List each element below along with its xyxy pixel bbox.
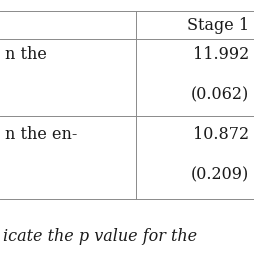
Text: n the en-: n the en- xyxy=(5,126,77,143)
Text: Stage 1: Stage 1 xyxy=(187,17,249,34)
Text: (0.062): (0.062) xyxy=(191,87,249,104)
Text: icate the p value for the: icate the p value for the xyxy=(3,228,197,245)
Text: n the: n the xyxy=(5,46,52,63)
Text: (0.209): (0.209) xyxy=(191,167,249,184)
Text: 10.872: 10.872 xyxy=(193,126,249,143)
Text: 11.992: 11.992 xyxy=(193,46,249,63)
